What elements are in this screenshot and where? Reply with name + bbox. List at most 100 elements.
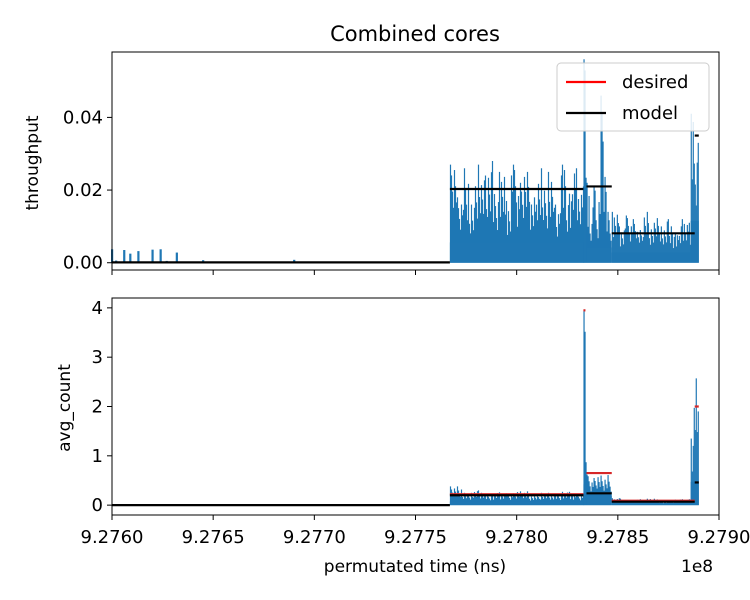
bar [484, 175, 487, 263]
bar [591, 223, 593, 263]
bar [595, 485, 597, 506]
bar [459, 496, 462, 506]
bar [501, 496, 504, 506]
bar [503, 176, 506, 263]
x-tick-label: 9.2760 [81, 527, 144, 548]
bar [573, 495, 576, 506]
bar [452, 207, 455, 263]
bar [512, 493, 515, 506]
bar [654, 500, 656, 506]
bar [637, 237, 639, 263]
bar [638, 501, 640, 506]
bar [474, 494, 477, 506]
bar [565, 220, 568, 263]
bar [629, 241, 631, 263]
bar [663, 230, 665, 263]
bar [514, 186, 517, 263]
bar [470, 204, 473, 263]
bar-fill [586, 495, 612, 506]
bar [520, 191, 523, 263]
bar [537, 183, 540, 263]
bar [542, 220, 545, 263]
bar [534, 497, 537, 506]
bar [641, 501, 643, 506]
bar [694, 430, 696, 506]
bar [618, 226, 620, 263]
bar [668, 235, 670, 263]
bar [613, 217, 615, 263]
bar [464, 189, 467, 263]
bar [642, 237, 644, 263]
bar [593, 478, 595, 506]
bar [508, 221, 511, 263]
bar [564, 495, 567, 506]
bar [671, 233, 673, 263]
bar [685, 240, 687, 263]
bar [498, 171, 501, 263]
bar [686, 224, 688, 263]
bar [550, 495, 553, 506]
bar [534, 211, 537, 263]
bar [677, 240, 679, 263]
bar [651, 235, 653, 263]
bar [657, 501, 659, 506]
bar [637, 500, 639, 506]
bar [467, 495, 470, 506]
bar [468, 497, 471, 506]
x-tick-label: 9.2790 [688, 527, 750, 548]
bar [520, 493, 523, 506]
bar [583, 59, 585, 263]
bar [667, 500, 669, 506]
bar [677, 501, 679, 506]
bar [557, 496, 560, 506]
bar [624, 501, 626, 506]
bar [494, 495, 497, 506]
bar [560, 495, 563, 506]
bar-fill [583, 484, 587, 506]
bar [502, 211, 505, 263]
bar [593, 186, 595, 263]
legend-label-model: model [622, 103, 678, 124]
bar [457, 208, 460, 263]
bar [653, 222, 655, 263]
bar [575, 494, 578, 506]
bar [517, 494, 520, 506]
bar [463, 492, 466, 506]
legend-label-desired: desired [622, 72, 688, 93]
bar [492, 222, 495, 263]
y-tick-label: 3 [92, 347, 103, 368]
bar [548, 201, 551, 263]
bar [602, 141, 604, 263]
bar [516, 492, 519, 506]
bar [175, 252, 178, 263]
bar [540, 492, 543, 506]
bar [623, 230, 625, 263]
bar [493, 495, 496, 506]
bar [527, 494, 530, 506]
bar [477, 164, 480, 263]
bar [648, 238, 650, 263]
top-y-axis-label: throughput [23, 115, 43, 210]
bar [544, 203, 547, 263]
bar-fill [690, 220, 699, 263]
bar [528, 201, 531, 263]
bar [510, 175, 513, 263]
bar [614, 225, 616, 263]
bar [485, 209, 488, 263]
bar [631, 233, 633, 263]
bar [600, 95, 602, 263]
bar [583, 310, 585, 506]
bar-fill [449, 501, 584, 506]
bar [481, 199, 484, 263]
bar [551, 196, 554, 263]
bar [634, 231, 636, 263]
x-tick-label: 9.2765 [182, 527, 245, 548]
bar [607, 211, 609, 263]
bar [636, 231, 638, 263]
y-tick-label: 1 [92, 446, 103, 467]
bar [465, 204, 468, 263]
bar [578, 211, 581, 263]
bars [111, 59, 699, 263]
bar [551, 497, 554, 506]
